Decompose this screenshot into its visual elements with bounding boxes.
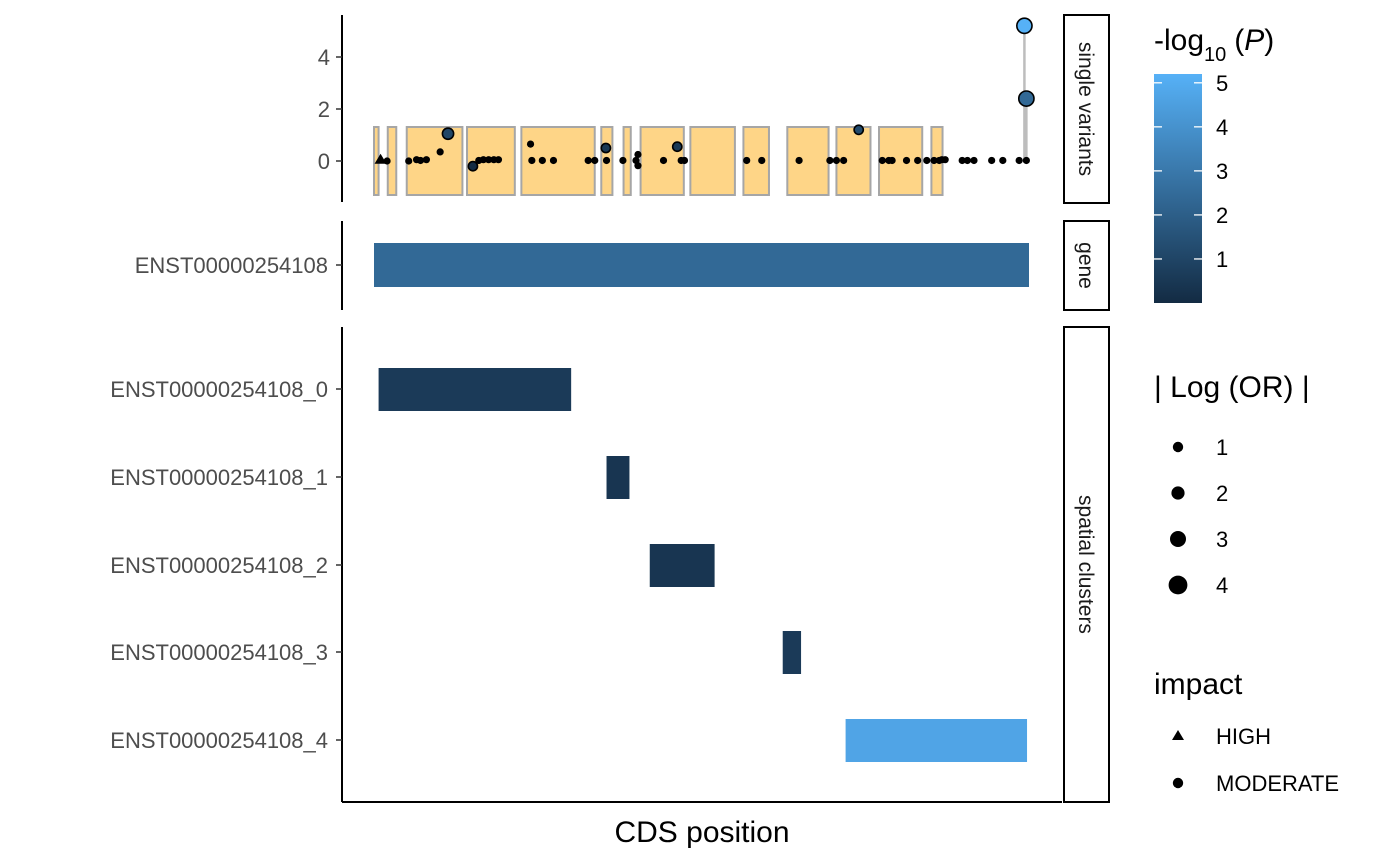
variant-point: [634, 162, 642, 170]
variant-point: [878, 156, 886, 165]
variant-point: [902, 156, 911, 165]
variant-point: [680, 156, 689, 165]
variant-point: [416, 156, 425, 165]
color-bar-tick-label: 3: [1216, 159, 1228, 184]
variant-point: [970, 156, 978, 165]
cluster-bar: [649, 544, 715, 587]
impact-legend-dot: [1172, 777, 1184, 789]
variant-point: [1022, 156, 1030, 165]
color-bar: [1154, 74, 1202, 303]
size-legend-label: 1: [1216, 435, 1228, 460]
variant-point: [549, 156, 558, 165]
variant-point: [999, 156, 1007, 165]
color-legend-title: -log10 (P): [1154, 24, 1274, 66]
sv-y-tick-label: 4: [318, 45, 330, 70]
strip-single-variants-box: [1063, 14, 1110, 204]
impact-legend-label: MODERATE: [1216, 771, 1339, 796]
variant-point: [619, 156, 627, 165]
lollipop-point: [1017, 90, 1035, 107]
strip-spatial-clusters-label: spatial clusters: [1074, 495, 1097, 634]
variant-point: [602, 156, 611, 165]
strip-gene-box: [1063, 220, 1110, 311]
lollipop-point: [1016, 17, 1033, 35]
variant-point: [853, 124, 865, 136]
variant-point: [671, 141, 683, 153]
x-axis-title: CDS position: [614, 816, 789, 849]
gene-bar: [374, 243, 1029, 287]
variant-point: [436, 148, 444, 156]
variant-point: [659, 156, 668, 165]
color-bar-tick-label: 5: [1216, 71, 1228, 96]
cluster-bar: [606, 456, 630, 499]
variant-point: [988, 156, 996, 165]
exon-box: [689, 126, 736, 196]
sc-y-tick-label: ENST00000254108_4: [110, 728, 328, 753]
panels: 0 2 4 ENST00000254108 ENST00000254108_0 ENST0…: [110, 15, 1062, 803]
variant-point: [494, 156, 503, 164]
variant-point: [941, 156, 949, 164]
size-legend-label: 2: [1216, 481, 1228, 506]
variant-point: [832, 156, 841, 165]
color-bar-tick-label: 2: [1216, 203, 1228, 228]
gene-y-tick-label: ENST00000254108: [135, 253, 328, 278]
variant-point: [526, 140, 535, 148]
variant-point: [634, 150, 642, 159]
strip-gene-label: gene: [1074, 242, 1097, 289]
facet-strips: single variants gene spatial clusters: [1063, 14, 1110, 803]
impact-legend-label: HIGH: [1216, 724, 1271, 749]
variant-point: [383, 157, 391, 165]
variant-point: [422, 156, 430, 164]
variant-point: [405, 157, 413, 165]
variant-point: [963, 156, 972, 165]
variant-point: [600, 142, 612, 154]
variant-point: [743, 156, 751, 165]
variant-point: [467, 160, 479, 172]
size-legend-label: 3: [1216, 527, 1228, 552]
sc-y-tick-label: ENST00000254108_1: [110, 465, 328, 490]
variant-point: [1015, 156, 1023, 165]
sv-y-tick-label: 2: [318, 97, 330, 122]
variant-point: [485, 156, 493, 164]
impact-legend-triangle: [1172, 730, 1184, 740]
variant-point: [923, 156, 931, 165]
variant-point: [888, 156, 896, 165]
size-legend-dot: [1168, 575, 1188, 595]
size-legend-dot: [1172, 441, 1184, 453]
strip-spatial-clusters-box: [1063, 326, 1110, 803]
variant-point: [528, 156, 536, 165]
cluster-bar: [782, 631, 802, 674]
impact-legend-title: impact: [1154, 668, 1243, 701]
exon-box: [786, 126, 830, 196]
legends: -log10 (P) 1 2 3 4 5 | Log (OR) | 1 2 3 4 impact HIGH…: [1154, 24, 1339, 796]
variant-point: [826, 156, 834, 165]
sc-y-tick-label: ENST00000254108_2: [110, 553, 328, 578]
variant-point: [538, 156, 546, 165]
variant-point: [441, 127, 455, 141]
cluster-bar: [845, 719, 1028, 762]
size-legend-title: | Log (OR) |: [1154, 371, 1310, 404]
variant-point: [479, 156, 487, 164]
size-legend-dot: [1170, 531, 1186, 547]
sc-y-tick-label: ENST00000254108_0: [110, 377, 328, 402]
sv-y-tick-label: 0: [318, 149, 330, 174]
color-bar-tick-label: 1: [1216, 247, 1228, 272]
size-legend-label: 4: [1216, 573, 1228, 598]
sc-y-tick-label: ENST00000254108_3: [110, 640, 328, 665]
size-legend-dot: [1171, 486, 1185, 500]
color-bar-tick-label: 4: [1216, 115, 1228, 140]
variant-point: [840, 156, 848, 165]
variant-point: [591, 156, 599, 165]
strip-single-variants-label: single variants: [1074, 42, 1097, 176]
variant-point: [914, 156, 922, 165]
variant-point: [958, 156, 966, 165]
variant-point: [758, 156, 766, 165]
cluster-bar: [378, 368, 572, 411]
variant-point: [795, 156, 803, 165]
variant-point: [584, 156, 592, 165]
variant-point: [930, 156, 938, 165]
